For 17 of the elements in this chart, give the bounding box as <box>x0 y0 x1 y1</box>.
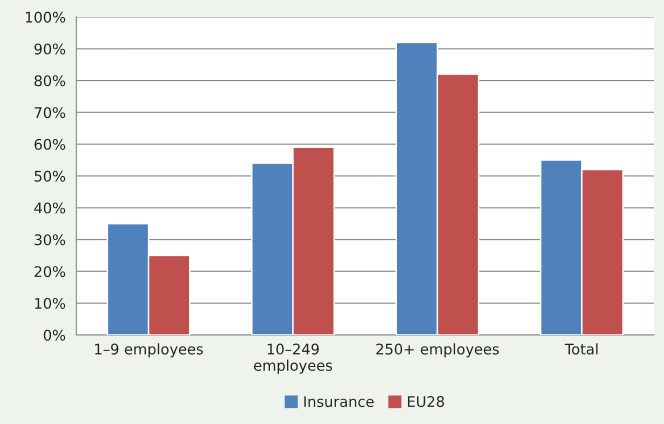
y-tick-label: 50% <box>34 170 66 182</box>
x-tick-label: Total <box>564 343 598 355</box>
x-tick-label: 250+ employees <box>376 343 499 358</box>
y-tick-label: 90% <box>34 43 66 55</box>
y-tick-label: 80% <box>34 75 66 86</box>
y-tick-label: 30% <box>34 234 66 246</box>
y-tick-label: 20% <box>34 266 66 278</box>
y-tick-label: 10% <box>35 298 66 309</box>
y-tick-label: 70% <box>34 107 66 118</box>
legend-label: Insurance <box>304 396 374 408</box>
y-tick-label: 100% <box>26 12 66 23</box>
x-tick-label: 1–9 employees <box>95 343 203 358</box>
y-tick-label: 40% <box>34 202 66 214</box>
x-tick-label: 10–249 employees <box>254 344 332 374</box>
y-tick-label: 0% <box>44 330 66 341</box>
legend-label: EU28 <box>408 396 444 408</box>
y-tick-label: 60% <box>34 138 66 150</box>
